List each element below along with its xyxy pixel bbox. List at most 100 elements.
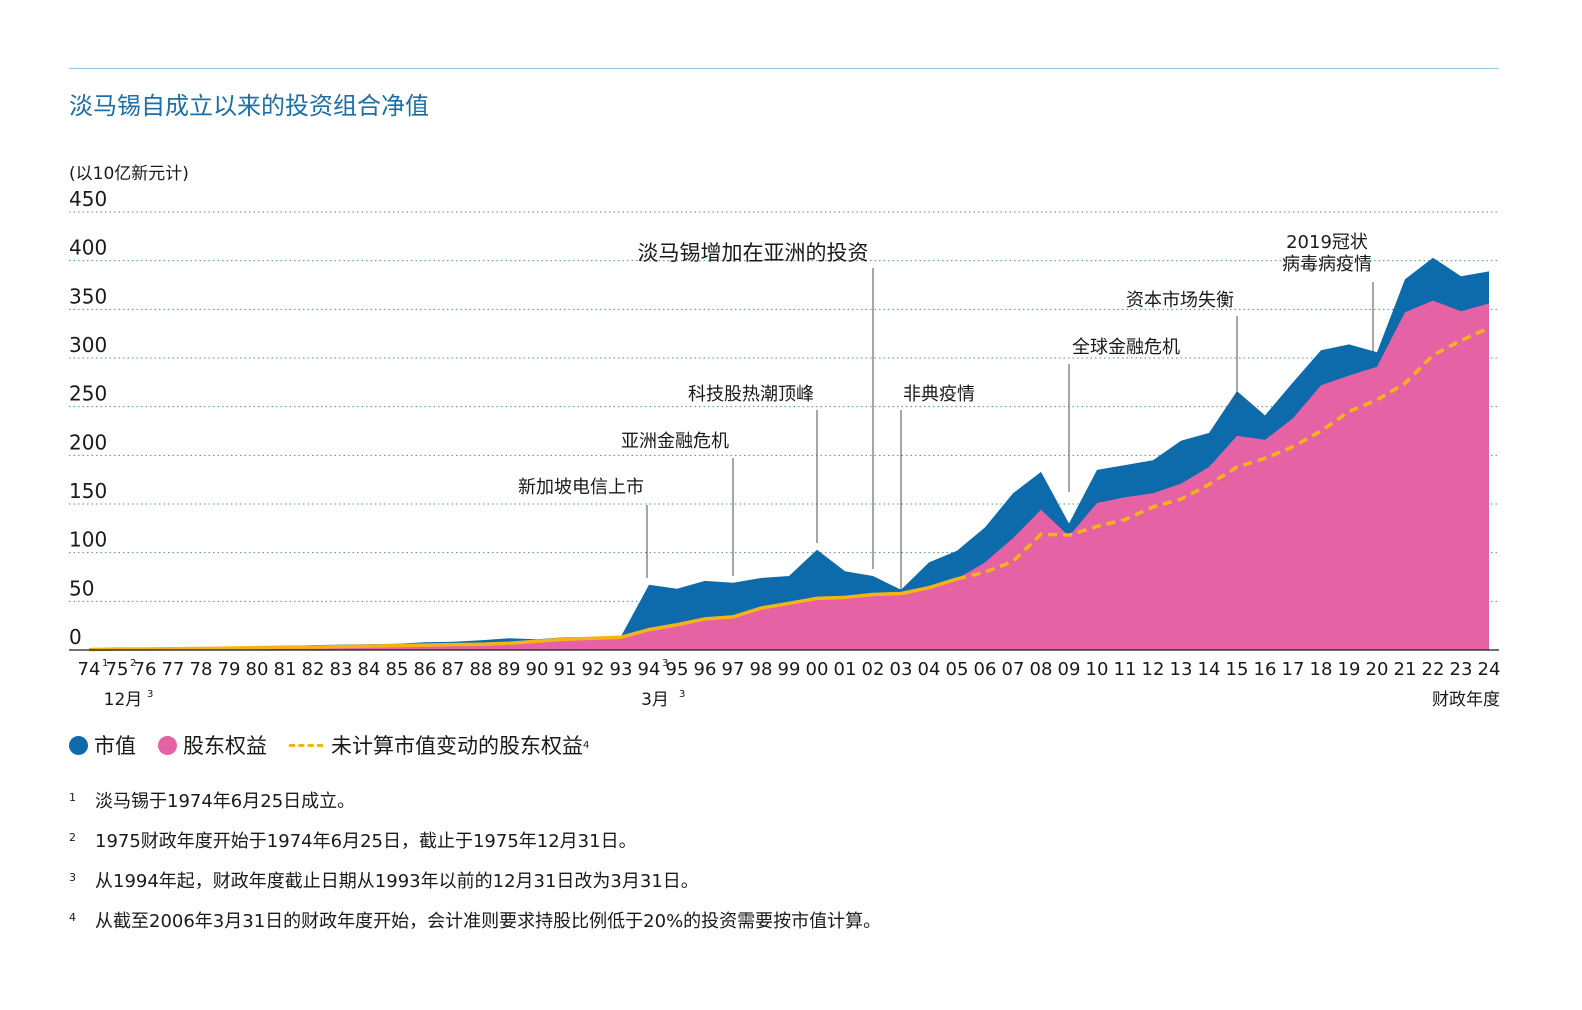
x-tick-label: 03 [890,659,913,680]
x-tick-label: 98 [750,659,773,680]
x-tick-label: 97 [722,659,745,680]
annotation-label: 病毒病疫情 [1282,254,1372,275]
x-tick-label: 87 [442,659,465,680]
x-tick-label: 74 [78,659,101,680]
x-tick-sup: 1 [102,658,108,669]
x-tick-label: 19 [1338,659,1361,680]
x-tick-label: 21 [1394,659,1417,680]
x-tick-label: 81 [274,659,297,680]
x-tick-label: 08 [1030,659,1053,680]
x-tick-label: 94 [638,659,661,680]
x-tick-label: 82 [302,659,325,680]
y-tick-label: 200 [69,430,107,454]
x-tick-label: 84 [358,659,381,680]
annotation-label: 亚洲金融危机 [621,431,729,452]
x-tick-label: 93 [610,659,633,680]
annotation-label: 淡马锡增加在亚洲的投资 [638,241,869,265]
x-tick-label: 86 [414,659,437,680]
legend-item-equity-excl: 未计算市值变动的股东权益 4 [289,730,589,760]
legend-label-equity-excl: 未计算市值变动的股东权益 [331,734,583,758]
legend-swatch-equity [158,735,177,755]
equity-area [89,300,1489,650]
x-tick-label: 23 [1450,659,1473,680]
chart-title: 淡马锡自成立以来的投资组合净值 [69,92,429,120]
footnote-number: 1 [69,791,76,804]
x-tick-label: 09 [1058,659,1081,680]
x-tick-label: 16 [1254,659,1277,680]
y-tick-label: 100 [69,528,107,552]
x-tick-label: 24 [1478,659,1501,680]
x-tick-label: 92 [582,659,605,680]
legend-swatch-market-value [69,735,88,755]
y-tick-label: 300 [69,333,107,357]
x-tick-label: 85 [386,659,409,680]
annotation-label: 新加坡电信上市 [518,477,644,498]
x-tick-sup: 2 [130,658,136,669]
x-tick-label: 89 [498,659,521,680]
x-tick-label: 06 [974,659,997,680]
footnote-number: 2 [69,831,76,844]
x-tick-label: 80 [246,659,269,680]
x-tick-label: 11 [1114,659,1137,680]
y-tick-label: 50 [69,576,94,600]
x-tick-label: 15 [1226,659,1249,680]
x-tick-label: 05 [946,659,969,680]
x-tick-label: 02 [862,659,885,680]
legend-swatch-equity-excl [289,743,323,747]
y-tick-label: 250 [69,382,107,406]
legend-label-equity: 股东权益 [183,734,267,758]
x-tick-label: 76 [134,659,157,680]
unit-label: (以10亿新元计) [69,164,189,184]
x-tick-sublabel-sup: 3 [147,689,153,700]
x-tick-label: 01 [834,659,857,680]
footnote-text: 从截至2006年3月31日的财政年度开始，会计准则要求持股比例低于20%的投资需… [95,911,882,932]
annotation-label: 全球金融危机 [1072,337,1180,358]
x-tick-label: 00 [806,659,829,680]
x-tick-sublabel: 3月 [641,690,669,710]
equity-excl-line [956,326,1490,581]
y-tick-label: 0 [69,625,82,649]
x-tick-label: 07 [1002,659,1025,680]
x-tick-label: 18 [1310,659,1333,680]
x-tick-label: 04 [918,659,941,680]
annotation-label: 科技股热潮顶峰 [688,384,814,405]
x-tick-sup: 3 [662,658,668,669]
x-tick-label: 83 [330,659,353,680]
annotation-label: 资本市场失衡 [1126,290,1234,311]
legend: 市值 股东权益 未计算市值变动的股东权益 4 [69,730,611,760]
annotation-label: 2019冠状 [1286,232,1368,253]
footnote-text: 从1994年起，财政年度截止日期从1993年以前的12月31日改为3月31日。 [95,871,699,892]
x-tick-label: 13 [1170,659,1193,680]
x-tick-sublabel: 财政年度 [1432,690,1500,710]
x-tick-sublabel: 12月 [104,690,143,710]
footnote-number: 3 [69,871,76,884]
x-tick-label: 99 [778,659,801,680]
x-tick-label: 91 [554,659,577,680]
equity-line-early [88,577,958,652]
x-tick-sublabel-sup: 3 [679,689,685,700]
y-tick-label: 350 [69,284,107,308]
x-tick-label: 77 [162,659,185,680]
footnote-number: 4 [69,911,76,924]
x-tick-label: 88 [470,659,493,680]
y-tick-label: 450 [69,187,107,211]
top-rule [69,68,1499,69]
x-tick-label: 90 [526,659,549,680]
x-tick-label: 78 [190,659,213,680]
legend-label-equity-excl-sup: 4 [583,739,590,751]
x-tick-label: 17 [1282,659,1305,680]
y-tick-label: 150 [69,479,107,503]
legend-label-market-value: 市值 [94,734,136,758]
legend-item-equity: 股东权益 [158,730,267,760]
x-tick-label: 79 [218,659,241,680]
x-tick-label: 75 [106,659,129,680]
x-tick-label: 95 [666,659,689,680]
x-tick-label: 14 [1198,659,1221,680]
x-tick-label: 12 [1142,659,1165,680]
x-tick-label: 20 [1366,659,1389,680]
y-tick-label: 400 [69,236,107,260]
legend-item-market-value: 市值 [69,730,136,760]
x-tick-label: 22 [1422,659,1445,680]
annotation-label: 非典疫情 [903,384,975,405]
